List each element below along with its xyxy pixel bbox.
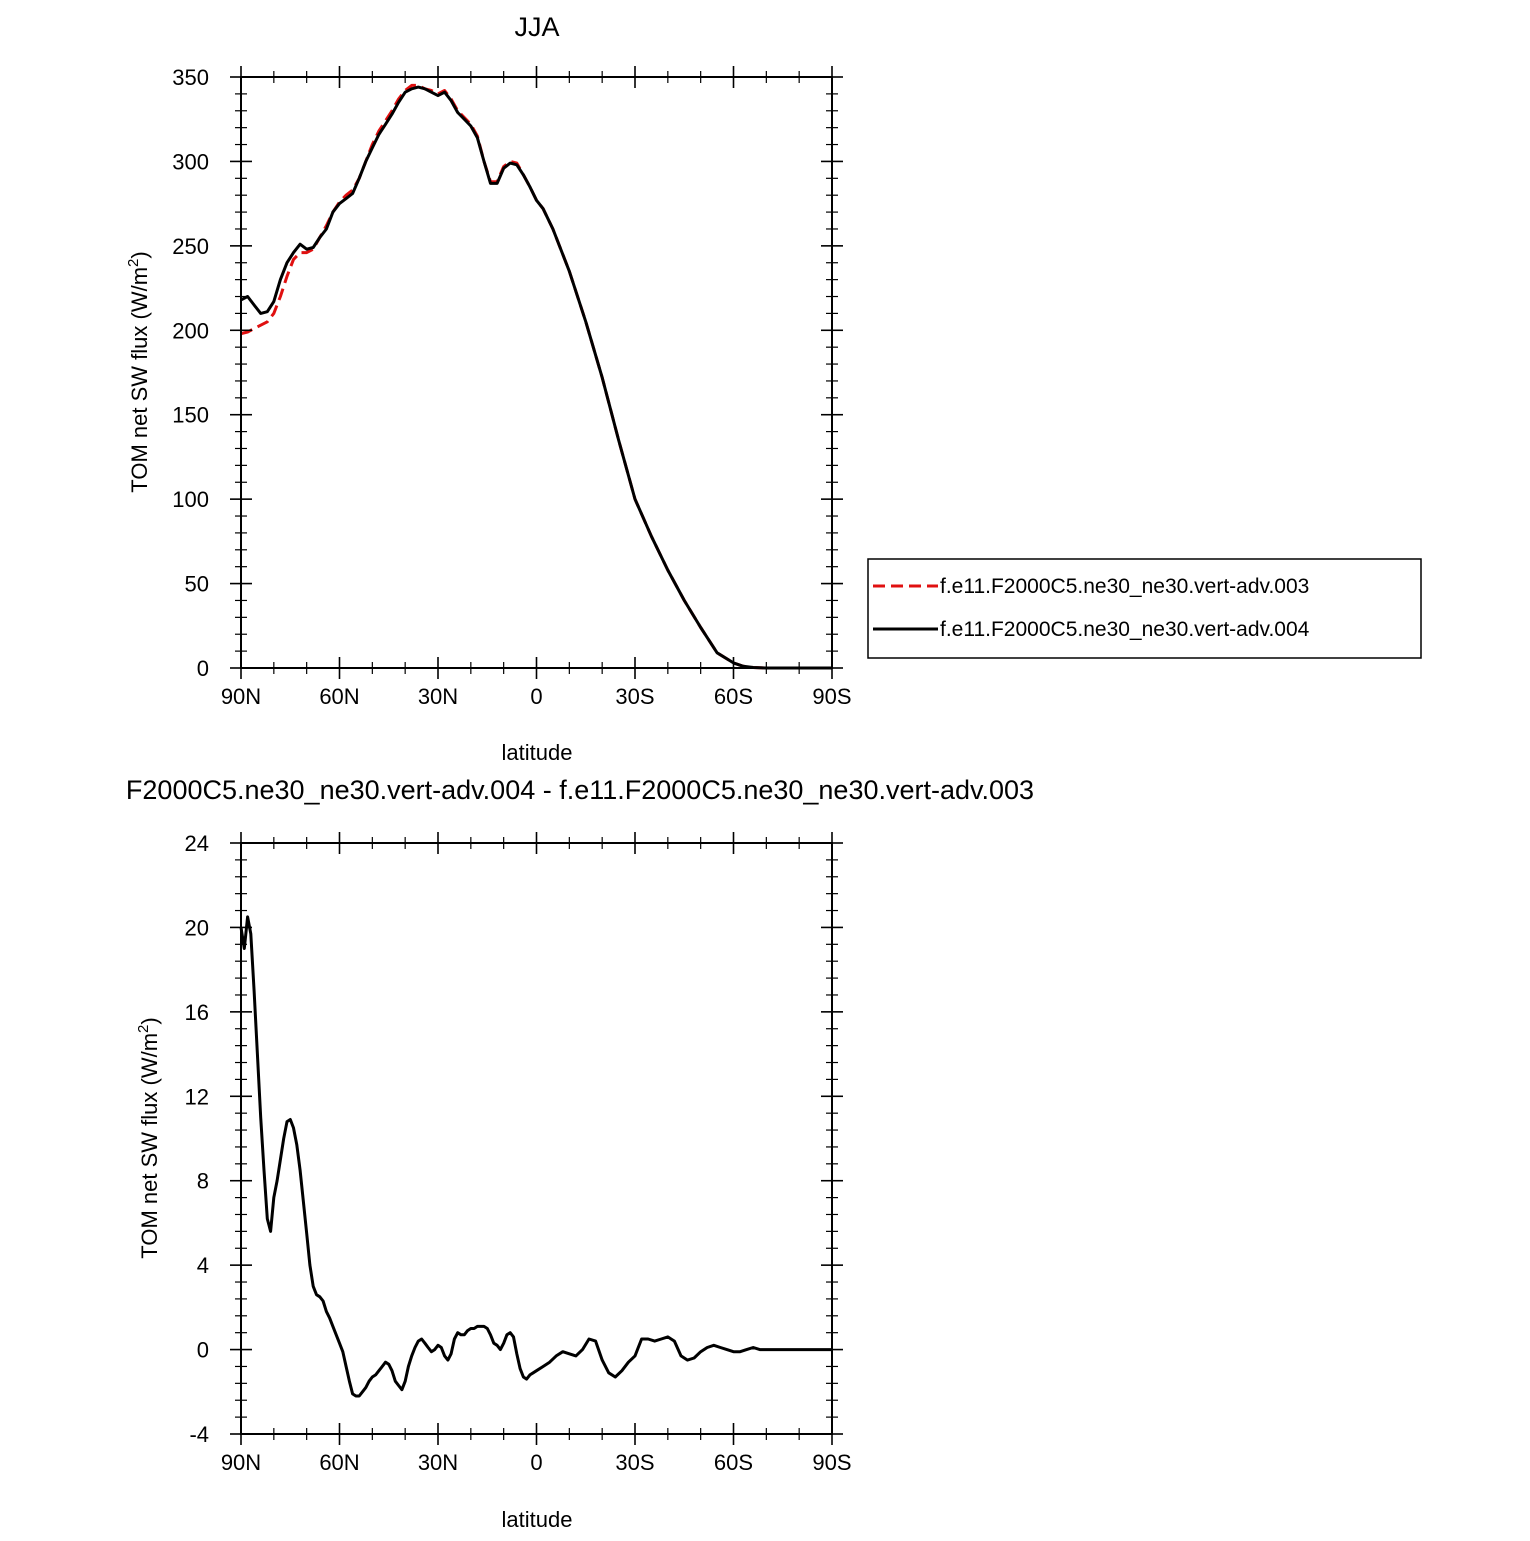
x-tick-label: 30N bbox=[418, 1450, 458, 1475]
x-tick-label: 0 bbox=[530, 684, 542, 709]
series-lines bbox=[239, 915, 832, 1398]
x-axis-label: latitude bbox=[502, 1507, 573, 1532]
x-tick-label: 0 bbox=[530, 1450, 542, 1475]
y-tick-label: 24 bbox=[185, 831, 209, 856]
x-tick-label: 90N bbox=[221, 1450, 261, 1475]
y-tick-label: 50 bbox=[185, 572, 209, 597]
series-line-1 bbox=[240, 85, 832, 670]
y-tick-label: 250 bbox=[172, 234, 209, 259]
x-tick-label: 60N bbox=[319, 684, 359, 709]
y-tick-label: 150 bbox=[172, 403, 209, 428]
x-tick-label: 30S bbox=[615, 1450, 654, 1475]
legend-label-003: f.e11.F2000C5.ne30_ne30.vert-adv.003 bbox=[940, 575, 1309, 598]
x-tick-label: 90S bbox=[812, 1450, 851, 1475]
y-tick-label: 200 bbox=[172, 318, 209, 343]
x-tick-label: 60N bbox=[319, 1450, 359, 1475]
y-tick-label: -4 bbox=[189, 1422, 209, 1447]
chart-bottom: F2000C5.ne30_ne30.vert-adv.004 - f.e11.F… bbox=[126, 775, 1034, 1532]
plot-frame bbox=[240, 76, 833, 669]
y-tick-label: 100 bbox=[172, 487, 209, 512]
chart-title: JJA bbox=[514, 12, 559, 42]
x-tick-label: 90S bbox=[812, 684, 851, 709]
axis-ticks: 90N 60N 30N 0 30S 60S 90S 0 50 100 150 200 250 300 350 bbox=[172, 65, 851, 709]
y-tick-label: 16 bbox=[185, 1000, 209, 1025]
x-tick-label: 90N bbox=[221, 684, 261, 709]
y-tick-label: 4 bbox=[197, 1253, 209, 1278]
y-tick-label: 0 bbox=[197, 656, 209, 681]
legend: f.e11.F2000C5.ne30_ne30.vert-adv.003 f.e… bbox=[867, 558, 1422, 659]
legend-box bbox=[867, 558, 1422, 659]
series-lines bbox=[240, 83, 832, 670]
x-tick-label: 60S bbox=[714, 684, 753, 709]
x-tick-label: 30N bbox=[418, 684, 458, 709]
chart-top: JJA 90N 60N 30N 0 30S 60S 90S 0 50 100 150 200 250 30… bbox=[125, 12, 1422, 765]
x-axis-label: latitude bbox=[502, 740, 573, 765]
x-tick-label: 60S bbox=[714, 1450, 753, 1475]
y-tick-label: 20 bbox=[185, 915, 209, 940]
legend-label-004: f.e11.F2000C5.ne30_ne30.vert-adv.004 bbox=[940, 618, 1310, 641]
legend-item-003: f.e11.F2000C5.ne30_ne30.vert-adv.003 bbox=[873, 575, 1309, 598]
y-axis-label: TOM net SW flux (W/m2) bbox=[125, 251, 152, 492]
legend-item-004: f.e11.F2000C5.ne30_ne30.vert-adv.004 bbox=[873, 618, 1310, 641]
y-tick-label: 350 bbox=[172, 65, 209, 90]
plot-frame bbox=[240, 842, 833, 1435]
series-line-0 bbox=[239, 915, 832, 1398]
axis-ticks: 90N 60N 30N 0 30S 60S 90S -4 0 4 8 12 16 20 24 bbox=[185, 831, 852, 1475]
y-tick-label: 12 bbox=[185, 1084, 209, 1109]
y-tick-label: 300 bbox=[172, 149, 209, 174]
y-tick-label: 8 bbox=[197, 1169, 209, 1194]
x-tick-label: 30S bbox=[615, 684, 654, 709]
series-line-0 bbox=[240, 83, 832, 670]
y-tick-label: 0 bbox=[197, 1338, 209, 1363]
chart-title: F2000C5.ne30_ne30.vert-adv.004 - f.e11.F… bbox=[126, 775, 1034, 805]
y-axis-label: TOM net SW flux (W/m2) bbox=[135, 1017, 162, 1258]
